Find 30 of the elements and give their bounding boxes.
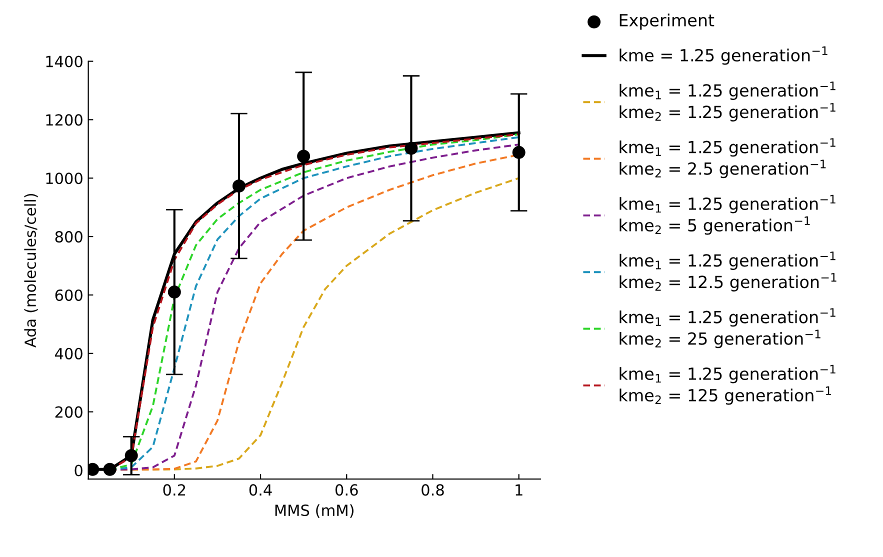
x-axis-title: MMS (mM)	[275, 504, 354, 518]
text: kme$_{1}$ = 1.25 generation$^{−1}$ kme$_{2}$ = 2.5 generation$^{−1}$	[620, 138, 836, 178]
text: kme$_{1}$ = 1.25 generation$^{−1}$ kme$_{2}$ = 5 generation$^{−1}$	[620, 194, 836, 235]
y-tick-label: 1400	[46, 56, 82, 68]
y-tick-label: 400	[55, 348, 82, 360]
point	[103, 462, 116, 476]
y-tick-label: 0	[74, 464, 82, 476]
text: kme$_{1}$ = 1.25 generation$^{−1}$ kme$_{2}$ = 25 generation$^{−1}$	[620, 308, 836, 348]
point	[232, 180, 246, 193]
x-tick-label: 1	[516, 484, 522, 496]
x-tick-label: 0.2	[163, 484, 186, 496]
y-tick-label: 200	[55, 406, 82, 418]
legend-label: kme = 1.25 generation$^{−1}$	[620, 46, 828, 65]
y-axis-title: Ada (molecules/cell)	[24, 194, 38, 348]
text: kme$_{1}$ = 1.25 generation$^{−1}$ kme$_{2}$ = 1.25 generation$^{−1}$	[620, 82, 836, 122]
point	[124, 449, 138, 462]
text: kme$_{1}$ = 1.25 generation$^{−1}$ kme$_{2}$ = 125 generation$^{−1}$	[620, 364, 836, 405]
y-tick-label: 800	[55, 231, 82, 243]
point	[512, 146, 526, 159]
y-tick-label: 1200	[46, 114, 82, 126]
text: kme$_{1}$ = 1.25 generation$^{−1}$ kme$_{2}$ = 12.5 generation$^{−1}$	[620, 252, 836, 292]
x-tick-label: 0.6	[336, 484, 358, 496]
point	[404, 142, 418, 155]
x-tick-label: 0.4	[249, 484, 272, 496]
x-tick-label: 0.8	[422, 484, 444, 496]
point	[168, 286, 181, 299]
y-tick-label: 1000	[46, 172, 82, 184]
point	[297, 150, 310, 163]
y-tick-label: 600	[55, 289, 82, 301]
legend-label: Experiment	[620, 14, 714, 30]
